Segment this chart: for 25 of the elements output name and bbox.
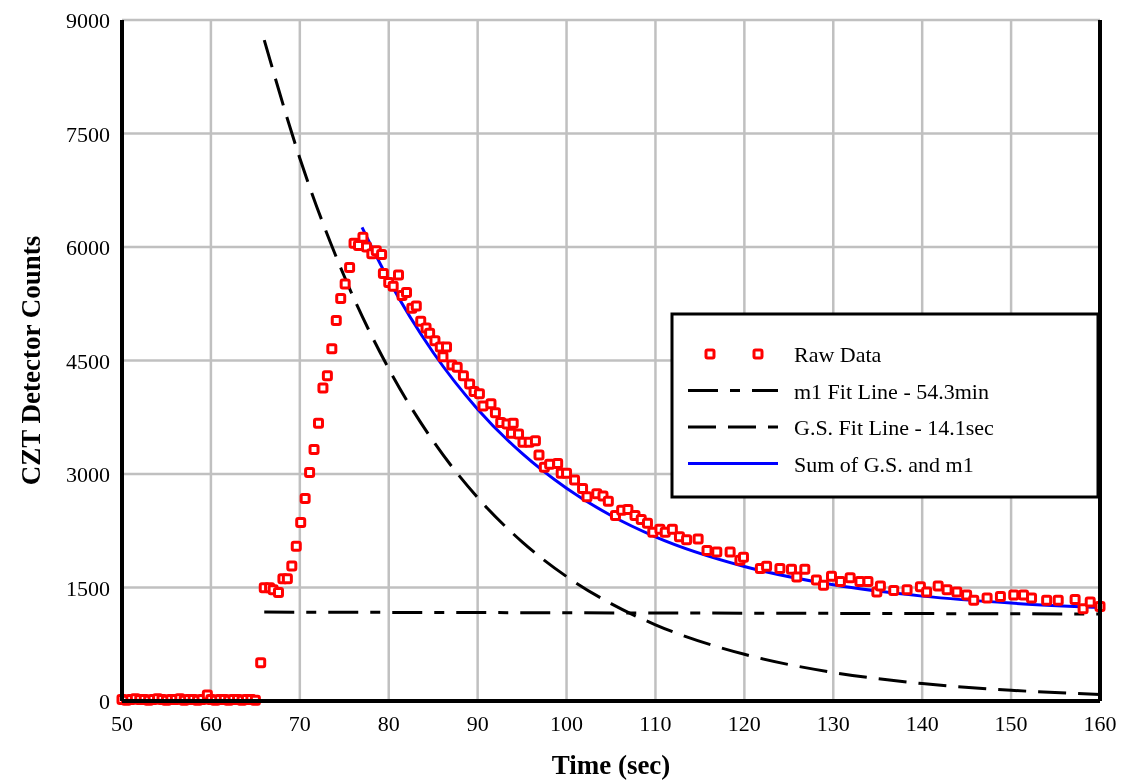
- y-tick-label: 6000: [66, 235, 110, 260]
- y-tick-label: 4500: [66, 348, 110, 374]
- x-axis-title: Time (sec): [551, 750, 671, 780]
- y-tick-label: 3000: [66, 462, 110, 487]
- legend-label: Raw Data: [794, 342, 882, 367]
- x-tick-label: 60: [199, 711, 222, 736]
- legend-label: Sum of G.S. and m1: [794, 451, 974, 477]
- x-tick-label: 50: [111, 711, 133, 736]
- x-tick-label: 100: [550, 711, 584, 736]
- legend-label: G.S. Fit Line - 14.1sec: [794, 415, 995, 440]
- x-tick-label: 70: [288, 711, 311, 736]
- y-axis-title: CZT Detector Counts: [16, 235, 46, 486]
- y-tick-label: 0: [99, 689, 110, 714]
- x-tick-label: 110: [639, 711, 672, 736]
- x-tick-label: 130: [816, 711, 850, 736]
- x-tick-label: 160: [1083, 711, 1117, 736]
- y-tick-label: 9000: [66, 8, 110, 33]
- x-tick-label: 140: [905, 711, 939, 736]
- y-tick-label: 7500: [66, 121, 110, 147]
- x-tick-label: 150: [994, 711, 1028, 736]
- x-tick-label: 80: [377, 711, 400, 736]
- x-tick-label: 120: [727, 711, 761, 736]
- legend-label: m1 Fit Line - 54.3min: [794, 378, 989, 404]
- x-tick-label: 90: [466, 711, 489, 736]
- y-tick-label: 1500: [66, 575, 110, 601]
